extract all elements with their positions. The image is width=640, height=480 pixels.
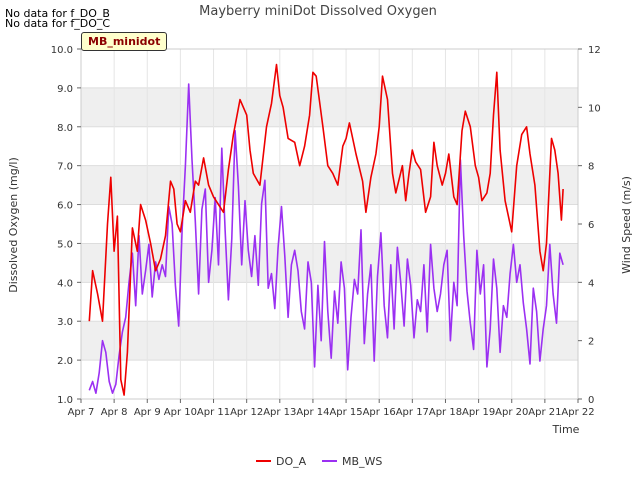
y2-axis-ticks: 0 2 4 6 8 10 12 xyxy=(578,45,601,406)
legend-label-do-a: DO_A xyxy=(276,455,307,468)
y-axis-label: Dissolved Oxygen (mg/l) xyxy=(7,157,20,292)
y2-tick-label: 10 xyxy=(588,103,601,114)
chart-title: Mayberry miniDot Dissolved Oxygen xyxy=(199,4,437,19)
plot-bands xyxy=(81,87,578,361)
plot-band xyxy=(81,165,578,205)
legend-label-mb-ws: MB_WS xyxy=(342,455,382,468)
x-tick-label: Apr 15 xyxy=(329,407,362,418)
x-tick-label: Apr 22 xyxy=(561,407,594,418)
x-tick-label: Apr 8 xyxy=(101,407,128,418)
y-tick-label: 7.0 xyxy=(57,162,73,173)
no-data-note-do-c: No data for f_DO_C xyxy=(5,17,111,30)
plot-band xyxy=(81,87,578,127)
y2-axis-label: Wind Speed (m/s) xyxy=(620,176,633,274)
x-tick-label: Apr 14 xyxy=(296,407,329,418)
series-line-mb-ws xyxy=(88,83,564,395)
series-lines xyxy=(88,63,564,396)
y-axis-ticks: 1.0 2.0 3.0 4.0 5.0 6.0 7.0 8.0 9.0 10.0 xyxy=(51,45,81,406)
y2-tick-label: 0 xyxy=(588,395,594,406)
x-tick-label: Apr 9 xyxy=(134,407,161,418)
x-tick-label: Apr 7 xyxy=(68,407,95,418)
x-tick-label: Apr 11 xyxy=(197,407,230,418)
y2-tick-label: 2 xyxy=(588,337,594,348)
x-axis-label: Time xyxy=(552,423,580,436)
x-tick-label: Apr 20 xyxy=(495,407,528,418)
y2-tick-label: 6 xyxy=(588,220,594,231)
x-tick-label: Apr 10 xyxy=(164,407,197,418)
x-tick-label: Apr 16 xyxy=(363,407,396,418)
x-tick-label: Apr 21 xyxy=(528,407,561,418)
x-tick-label: Apr 18 xyxy=(429,407,462,418)
y-tick-label: 1.0 xyxy=(57,395,73,406)
no-data-note-do-b: No data for f_DO_B xyxy=(5,7,110,20)
y2-tick-label: 8 xyxy=(588,162,594,173)
y-tick-label: 3.0 xyxy=(57,317,73,328)
x-tick-label: Apr 19 xyxy=(462,407,495,418)
y-tick-label: 5.0 xyxy=(57,239,73,250)
y-tick-label: 8.0 xyxy=(57,123,73,134)
site-badge: MB_minidot xyxy=(81,32,168,51)
y-tick-label: 9.0 xyxy=(57,84,73,95)
x-tick-label: Apr 17 xyxy=(396,407,429,418)
y-tick-label: 2.0 xyxy=(57,356,73,367)
x-tick-label: Apr 12 xyxy=(230,407,263,418)
y-tick-label: 4.0 xyxy=(57,278,73,289)
y2-tick-label: 4 xyxy=(588,278,594,289)
x-tick-label: Apr 13 xyxy=(263,407,296,418)
series-line-do-a xyxy=(88,63,564,396)
y-tick-label: 10.0 xyxy=(51,45,73,56)
y2-tick-label: 12 xyxy=(588,45,601,56)
y-tick-label: 6.0 xyxy=(57,201,73,212)
x-axis-ticks: Apr 7 Apr 8 Apr 9 Apr 10 Apr 11 Apr 12 Apr 13 A… xyxy=(68,399,595,418)
legend: DO_A MB_WS xyxy=(256,455,382,468)
